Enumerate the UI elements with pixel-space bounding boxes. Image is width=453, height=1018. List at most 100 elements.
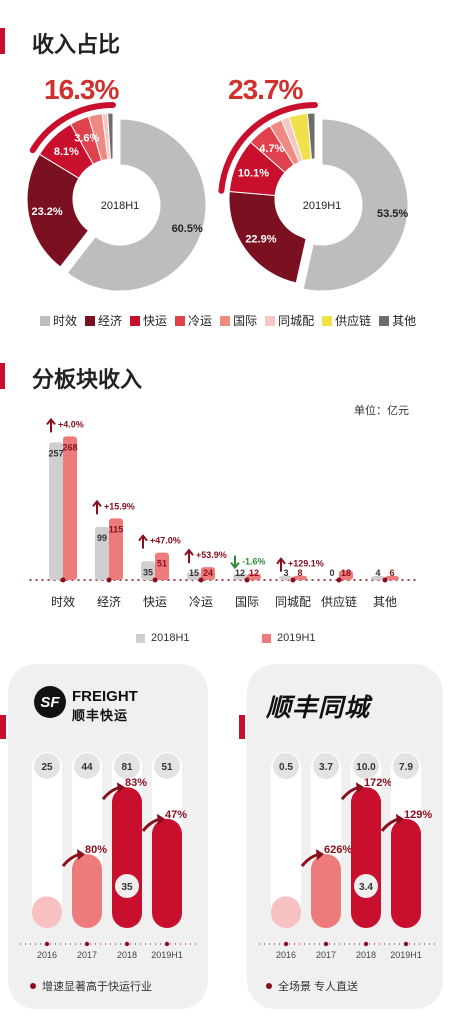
capsule-year: 2018 [356, 950, 376, 960]
legend-2019: 2019H1 [262, 632, 316, 644]
bar-2018 [141, 561, 155, 580]
category-label: 经济 [97, 594, 121, 609]
baseline-dot [124, 941, 130, 947]
baseline-dot [244, 577, 250, 583]
donut-slice-label: 23.2% [32, 206, 63, 218]
value-circle [273, 753, 299, 779]
up-arrow-icon [184, 548, 194, 564]
up-arrow-icon [92, 499, 102, 515]
capsule-fill [72, 854, 102, 928]
category-label: 冷运 [189, 595, 213, 609]
donut-hole [82, 167, 158, 243]
baseline-dot [198, 577, 204, 583]
capsule-track [32, 752, 62, 928]
capsule-year: 2018 [117, 950, 137, 960]
capsule-year: 2017 [316, 950, 336, 960]
legend-swatch [130, 315, 141, 326]
growth-label: 80% [85, 844, 107, 856]
bar-2019 [385, 576, 399, 580]
highlight-arc [218, 102, 318, 194]
capsule-fill [112, 787, 142, 928]
down-arrow-icon [230, 555, 240, 570]
donut-slice-时效 [66, 118, 207, 292]
category-label: 国际 [235, 595, 259, 609]
capsule-value: 7.9 [399, 762, 413, 773]
donut-slice-时效 [302, 118, 409, 292]
baseline-dot [403, 941, 409, 947]
inner-value-circle [115, 874, 139, 898]
capsule-year: 2019H1 [390, 950, 422, 960]
category-label: 其他 [373, 595, 397, 609]
freight-logo-text: FREIGHT [72, 688, 138, 705]
value-circle [114, 753, 140, 779]
legend-swatch [379, 315, 390, 326]
bar-2018 [49, 442, 63, 580]
legend-item: 国际 [220, 312, 257, 329]
baseline-dot [290, 577, 296, 583]
capsule-2016: 0.5 2016 [271, 752, 301, 960]
legend-label-2018: 2018H1 [151, 632, 190, 644]
capsule-year: 2016 [37, 950, 57, 960]
donut-slice-label: 22.9% [245, 234, 276, 246]
legend-label: 经济 [98, 314, 123, 328]
legend-2018: 2018H1 [136, 632, 190, 644]
capsule-2019H1: 51 2019H1 47% [141, 752, 187, 960]
growth-label: +4.0% [58, 419, 84, 429]
bullet-dot [266, 983, 272, 989]
growth-label: +53.9% [196, 550, 227, 560]
growth-label: +15.9% [104, 501, 135, 511]
legend-label: 冷运 [188, 314, 213, 328]
bar-group-冷运: 15 24 冷运 +53.9% [184, 548, 227, 609]
legend-item: 快运 [130, 312, 167, 329]
capsule-fill [32, 896, 62, 928]
city-note-text: 全场景 专人直送 [278, 981, 359, 993]
growth-label: 129% [404, 809, 432, 821]
donut-slice-其他 [107, 112, 114, 160]
capsule-year: 2017 [77, 950, 97, 960]
legend-swatch [220, 315, 231, 326]
baseline-dot [44, 941, 50, 947]
legend-item: 时效 [40, 312, 77, 329]
bar-value-2018: 0 [329, 568, 334, 578]
growth-label: 626% [324, 844, 352, 856]
donut-center-label: 2018H1 [101, 200, 140, 212]
bar-value-2018: 3 [283, 568, 288, 578]
legend-swatch-2018 [136, 633, 145, 643]
arrow-head-icon [316, 849, 324, 861]
bar-2019 [201, 567, 215, 580]
legend-swatch [40, 315, 50, 326]
bar-group-同城配: 3 8 同城配 +129.1% [275, 557, 324, 609]
donut-slice-经济 [26, 153, 90, 268]
baseline-dot [84, 941, 90, 947]
baseline-dot [323, 941, 329, 947]
legend-label: 同城配 [278, 314, 315, 328]
legend-swatch [175, 315, 186, 326]
capsule-track [271, 752, 301, 928]
bar-value-2018: 99 [97, 533, 107, 543]
capsule-value: 81 [121, 762, 133, 773]
city-chart: 0.5 2016 3.7 2017 626% 10.0 2018 172% 3.4 7.9 2019… [259, 752, 435, 960]
sf-logo-icon: SF [34, 686, 66, 718]
legend-label: 国际 [233, 314, 258, 328]
city-logo: 顺丰同城 [266, 694, 371, 722]
freight-note-text: 增速显著高于快运行业 [42, 981, 152, 993]
bar-value-2018: 12 [235, 568, 245, 578]
donut-2018-highlight-pct: 16.3% [44, 74, 119, 105]
bar-2018 [233, 573, 247, 580]
legend-label: 时效 [53, 314, 78, 328]
capsule-year: 2019H1 [151, 950, 183, 960]
up-arrow-icon [276, 557, 286, 572]
legend-item: 供应链 [322, 312, 371, 329]
inner-value: 35 [121, 882, 133, 893]
growth-label: 172% [364, 777, 392, 789]
capsule-fill [271, 896, 301, 928]
revenue-share-legend: 时效 经济 快运 冷运 国际 同城配 供应链 其他 [40, 312, 416, 329]
category-label: 同城配 [275, 595, 311, 609]
baseline-dot [152, 577, 158, 583]
legend-item: 经济 [85, 312, 122, 329]
bar-group-供应链: 0 18 供应链 [321, 568, 357, 609]
category-label: 供应链 [321, 594, 357, 609]
bar-value-2019: 18 [341, 568, 351, 578]
bar-value-2019: 115 [109, 524, 124, 534]
panel-marker [239, 715, 245, 739]
